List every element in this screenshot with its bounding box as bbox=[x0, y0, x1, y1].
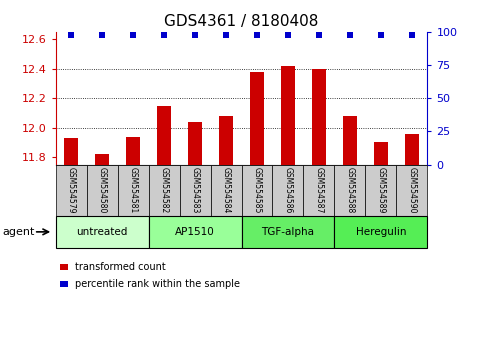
Bar bbox=[188, 122, 202, 165]
Text: GSM554585: GSM554585 bbox=[253, 167, 261, 213]
Text: transformed count: transformed count bbox=[75, 262, 166, 272]
Point bbox=[222, 32, 230, 38]
Title: GDS4361 / 8180408: GDS4361 / 8180408 bbox=[164, 14, 319, 29]
Text: GSM554590: GSM554590 bbox=[408, 167, 416, 213]
Bar bbox=[374, 142, 388, 165]
Text: GSM554582: GSM554582 bbox=[159, 167, 169, 213]
Bar bbox=[64, 138, 78, 165]
Text: GSM554580: GSM554580 bbox=[98, 167, 107, 213]
Point bbox=[98, 32, 106, 38]
Point bbox=[377, 32, 385, 38]
Point bbox=[67, 32, 75, 38]
Point bbox=[315, 32, 323, 38]
Text: Heregulin: Heregulin bbox=[355, 227, 406, 237]
Text: AP1510: AP1510 bbox=[175, 227, 215, 237]
Bar bbox=[219, 116, 233, 165]
Point bbox=[191, 32, 199, 38]
Text: GSM554587: GSM554587 bbox=[314, 167, 324, 213]
Text: GSM554588: GSM554588 bbox=[345, 167, 355, 213]
Point bbox=[408, 32, 416, 38]
Text: TGF-alpha: TGF-alpha bbox=[261, 227, 314, 237]
Bar bbox=[405, 133, 419, 165]
Text: GSM554583: GSM554583 bbox=[190, 167, 199, 213]
Point bbox=[284, 32, 292, 38]
Bar bbox=[250, 72, 264, 165]
Text: untreated: untreated bbox=[76, 227, 128, 237]
Point bbox=[253, 32, 261, 38]
Text: agent: agent bbox=[2, 227, 35, 237]
Text: GSM554586: GSM554586 bbox=[284, 167, 293, 213]
Text: GSM554584: GSM554584 bbox=[222, 167, 230, 213]
Bar bbox=[157, 105, 171, 165]
Bar bbox=[95, 154, 109, 165]
Text: GSM554589: GSM554589 bbox=[376, 167, 385, 213]
Bar bbox=[312, 69, 326, 165]
Text: GSM554581: GSM554581 bbox=[128, 167, 138, 213]
Text: percentile rank within the sample: percentile rank within the sample bbox=[75, 279, 240, 289]
Bar bbox=[126, 137, 140, 165]
Bar bbox=[343, 116, 357, 165]
Bar bbox=[281, 66, 295, 165]
Point bbox=[346, 32, 354, 38]
Point bbox=[160, 32, 168, 38]
Point bbox=[129, 32, 137, 38]
Text: GSM554579: GSM554579 bbox=[67, 167, 75, 213]
